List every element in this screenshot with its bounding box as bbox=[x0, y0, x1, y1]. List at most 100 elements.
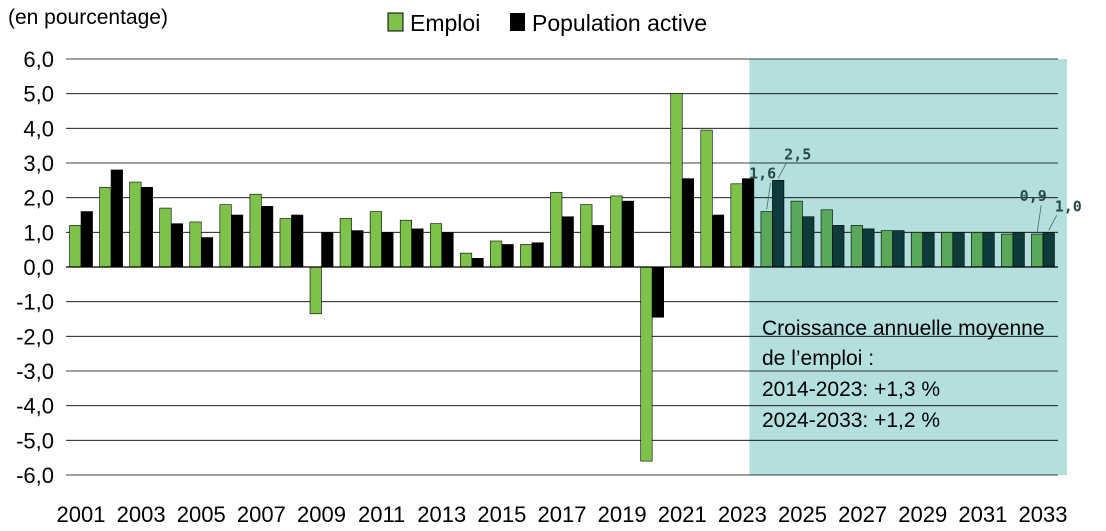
legend-swatch-emploi bbox=[387, 12, 404, 32]
x-tick-label: 2013 bbox=[417, 502, 466, 527]
bar-population-active-2024 bbox=[772, 180, 785, 268]
legend: Emploi Population active bbox=[387, 10, 707, 36]
annotation-line-2: de l’emploi : bbox=[762, 347, 874, 370]
bar-population-active-2015 bbox=[501, 244, 514, 268]
y-tick-label: -5,0 bbox=[16, 428, 54, 453]
x-tick-label: 2005 bbox=[177, 502, 226, 527]
bar-population-active-2014 bbox=[471, 258, 484, 268]
data-label-leader bbox=[1036, 205, 1042, 233]
annotation-line-4: 2024-2033: +1,2 % bbox=[762, 409, 940, 432]
data-label: 0,9 bbox=[1020, 187, 1047, 205]
bar-emploi-2020 bbox=[640, 266, 653, 462]
bar-population-active-2010 bbox=[351, 230, 364, 268]
bar-emploi-2013 bbox=[429, 223, 443, 268]
bar-emploi-2014 bbox=[460, 252, 473, 268]
bar-population-active-2006 bbox=[231, 214, 244, 268]
bar-population-active-2025 bbox=[802, 216, 815, 268]
y-tick-label: 4,0 bbox=[23, 116, 54, 141]
y-tick-label: 0,0 bbox=[23, 255, 54, 280]
y-tick-label: 3,0 bbox=[23, 151, 54, 176]
x-axis-labels: 2001 2003 2005 2007 2009 2011 2013 2015 2017 2019… bbox=[57, 502, 1068, 527]
bar-population-active-2018 bbox=[591, 225, 604, 268]
y-axis-labels: 6,0 5,0 4,0 3,0 2,0 1,0 0,0 -1,0 -2,0 -3,0 -4,0 -5,… bbox=[16, 47, 54, 488]
bar-emploi-2026 bbox=[820, 209, 833, 268]
bar-emploi-2003 bbox=[129, 181, 142, 268]
bar-emploi-2015 bbox=[490, 240, 503, 268]
x-tick-label: 2033 bbox=[1018, 502, 1067, 527]
x-tick-label: 2007 bbox=[237, 502, 286, 527]
bar-emploi-2023 bbox=[730, 183, 743, 268]
x-tick-label: 2023 bbox=[718, 502, 767, 527]
bar-emploi-2028 bbox=[880, 230, 893, 268]
bar-population-active-2031 bbox=[982, 232, 995, 268]
y-tick-label: -1,0 bbox=[16, 290, 54, 315]
bar-population-active-2017 bbox=[561, 216, 574, 268]
bar-emploi-2032 bbox=[1001, 233, 1014, 268]
bar-emploi-2012 bbox=[399, 219, 412, 268]
bar-emploi-2008 bbox=[279, 218, 292, 268]
annotation-line-1: Croissance annuelle moyenne bbox=[762, 317, 1045, 340]
bar-population-active-2026 bbox=[832, 225, 845, 268]
bar-population-active-2016 bbox=[531, 242, 544, 268]
bar-population-active-2001 bbox=[80, 211, 93, 268]
bar-population-active-2003 bbox=[140, 186, 153, 268]
unit-label: (en pourcentage) bbox=[8, 6, 168, 29]
bar-population-active-2011 bbox=[381, 232, 394, 268]
x-tick-label: 2031 bbox=[958, 502, 1007, 527]
bar-population-active-2012 bbox=[411, 228, 424, 268]
x-tick-label: 2029 bbox=[898, 502, 947, 527]
x-tick-label: 2019 bbox=[598, 502, 647, 527]
bar-emploi-2030 bbox=[940, 232, 954, 268]
bar-population-active-2009 bbox=[321, 232, 334, 268]
bar-emploi-2009 bbox=[309, 266, 322, 315]
bar-population-active-2032 bbox=[1012, 232, 1025, 268]
bar-population-active-2029 bbox=[922, 232, 935, 268]
data-label: 1,6 bbox=[749, 165, 776, 183]
bar-population-active-2019 bbox=[621, 200, 634, 268]
y-tick-label: -4,0 bbox=[16, 394, 54, 419]
y-tick-label: 6,0 bbox=[23, 47, 54, 72]
data-label-leader bbox=[777, 163, 787, 179]
bar-population-active-2004 bbox=[170, 223, 184, 268]
bar-population-active-2008 bbox=[291, 214, 304, 268]
y-tick-label: 2,0 bbox=[23, 186, 54, 211]
bar-emploi-2004 bbox=[159, 207, 172, 268]
x-tick-label: 2027 bbox=[838, 502, 887, 527]
data-labels: 1,6 2,5 0,9 1,0 bbox=[749, 145, 1082, 233]
bar-emploi-2022 bbox=[700, 129, 713, 268]
x-tick-label: 2003 bbox=[117, 502, 166, 527]
x-tick-label: 2011 bbox=[358, 502, 405, 527]
y-tick-label: -2,0 bbox=[16, 324, 54, 349]
bar-emploi-2007 bbox=[249, 193, 262, 268]
bar-emploi-2019 bbox=[610, 195, 623, 268]
grid bbox=[66, 58, 1058, 476]
bar-emploi-2025 bbox=[790, 200, 803, 268]
bar-population-active-2005 bbox=[200, 237, 214, 268]
bar-emploi-2010 bbox=[339, 218, 352, 268]
legend-label-population-active: Population active bbox=[532, 10, 707, 36]
bar-population-active-2030 bbox=[952, 232, 965, 268]
bar-population-active-2028 bbox=[892, 230, 905, 268]
legend-label-emploi: Emploi bbox=[410, 10, 480, 36]
bar-emploi-2029 bbox=[910, 232, 924, 268]
bar-emploi-2033 bbox=[1031, 233, 1044, 268]
bar-population-active-2023 bbox=[742, 178, 755, 268]
bar-emploi-2031 bbox=[971, 232, 984, 268]
annotation: Croissance annuelle moyenne de l’emploi … bbox=[762, 317, 1045, 432]
bar-population-active-2022 bbox=[712, 214, 725, 268]
x-tick-label: 2021 bbox=[658, 502, 707, 527]
y-tick-label: 1,0 bbox=[23, 220, 54, 245]
bar-population-active-2020 bbox=[651, 266, 664, 318]
x-tick-label: 2017 bbox=[538, 502, 587, 527]
bar-population-active-2033 bbox=[1042, 232, 1055, 268]
bar-emploi-2018 bbox=[580, 204, 593, 268]
bar-emploi-2024 bbox=[760, 211, 773, 268]
bar-emploi-2016 bbox=[520, 244, 533, 268]
y-tick-label: -3,0 bbox=[16, 359, 54, 384]
data-label-leader bbox=[766, 182, 772, 210]
bar-emploi-2021 bbox=[670, 93, 683, 268]
bar-emploi-2002 bbox=[99, 186, 112, 268]
x-tick-label: 2001 bbox=[57, 502, 106, 527]
x-tick-label: 2009 bbox=[297, 502, 346, 527]
